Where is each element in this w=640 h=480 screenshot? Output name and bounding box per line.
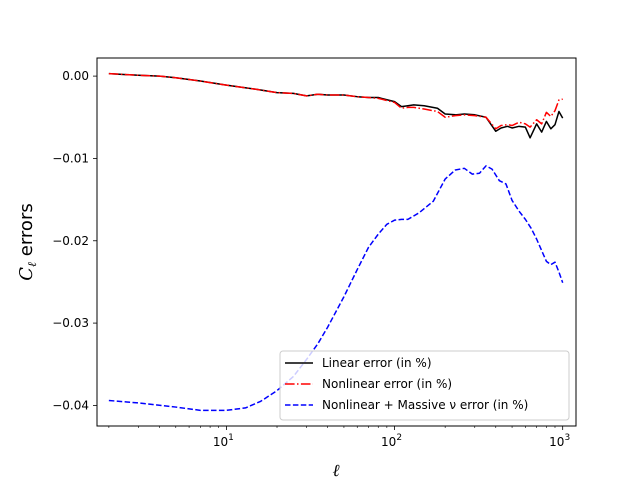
svg-text:Cℓ errors: Cℓ errors: [16, 203, 39, 280]
series-layer: [108, 72, 564, 412]
x-tick-label: 103: [549, 433, 570, 449]
series-line-massive-nu: [108, 165, 564, 412]
legend-label-massive-nu: Nonlinear + Massive ν error (in %): [322, 398, 528, 412]
y-axis-label: Cℓ errors: [16, 203, 39, 280]
y-axis-label-symbol: C: [16, 267, 37, 281]
legend-label-nonlinear: Nonlinear error (in %): [322, 377, 452, 391]
y-tick-label: −0.04: [52, 398, 89, 412]
legend: Linear error (in %) Nonlinear error (in …: [279, 350, 570, 421]
y-tick-label: −0.01: [52, 151, 89, 165]
y-axis-label-subscript: ℓ: [25, 262, 39, 267]
plot-frame: [96, 57, 577, 427]
ticks-layer: 101 102 103 0.00 −0.01 −0.02 −0.03 −0.04: [52, 69, 570, 449]
y-tick-label: 0.00: [62, 69, 89, 83]
y-tick-label: −0.02: [52, 234, 89, 248]
y-axis-label-text: errors: [16, 203, 37, 262]
x-axis-label: ℓ: [332, 461, 339, 480]
series-line-nonlinear: [108, 72, 563, 130]
legend-label-linear: Linear error (in %): [322, 356, 432, 370]
legend-box: [279, 350, 570, 421]
x-tick-label: 102: [381, 433, 402, 449]
y-tick-label: −0.03: [52, 316, 89, 330]
x-tick-label: 101: [213, 433, 234, 449]
